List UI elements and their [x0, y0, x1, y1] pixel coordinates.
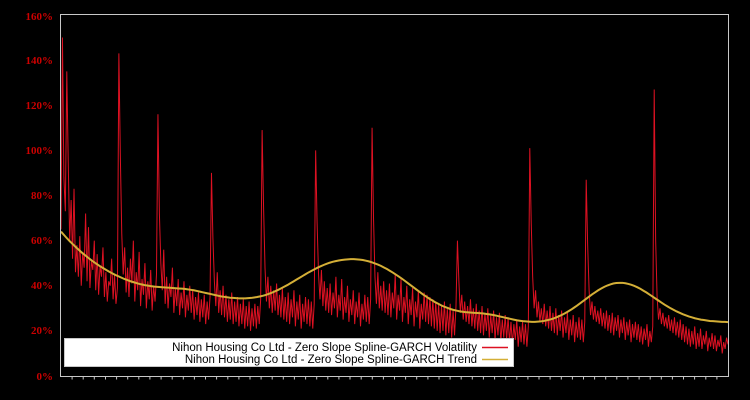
legend-background [64, 338, 514, 367]
ytick-label-0: 0% [37, 371, 54, 383]
volatility-series-line [61, 37, 728, 354]
legend-label-volatility: Nihon Housing Co Ltd - Zero Slope Spline… [172, 342, 477, 354]
y-axis-tick-labels: 160% 140% 120% 100% 80% 60% 40% 20% 0% [26, 11, 54, 383]
ytick-label-160: 160% [26, 11, 54, 23]
trend-series-line [61, 230, 728, 324]
ytick-label-40: 40% [31, 280, 53, 292]
ytick-label-80: 80% [31, 190, 53, 202]
ytick-label-140: 140% [26, 55, 54, 67]
ytick-label-60: 60% [31, 235, 53, 247]
x-axis-ticks [71, 376, 718, 380]
ytick-label-120: 120% [26, 100, 54, 112]
ytick-label-20: 20% [31, 325, 53, 337]
legend-label-trend: Nihon Housing Co Ltd - Zero Slope Spline… [185, 354, 477, 366]
ytick-label-100: 100% [26, 145, 54, 157]
legend: Nihon Housing Co Ltd - Zero Slope Spline… [64, 338, 514, 367]
